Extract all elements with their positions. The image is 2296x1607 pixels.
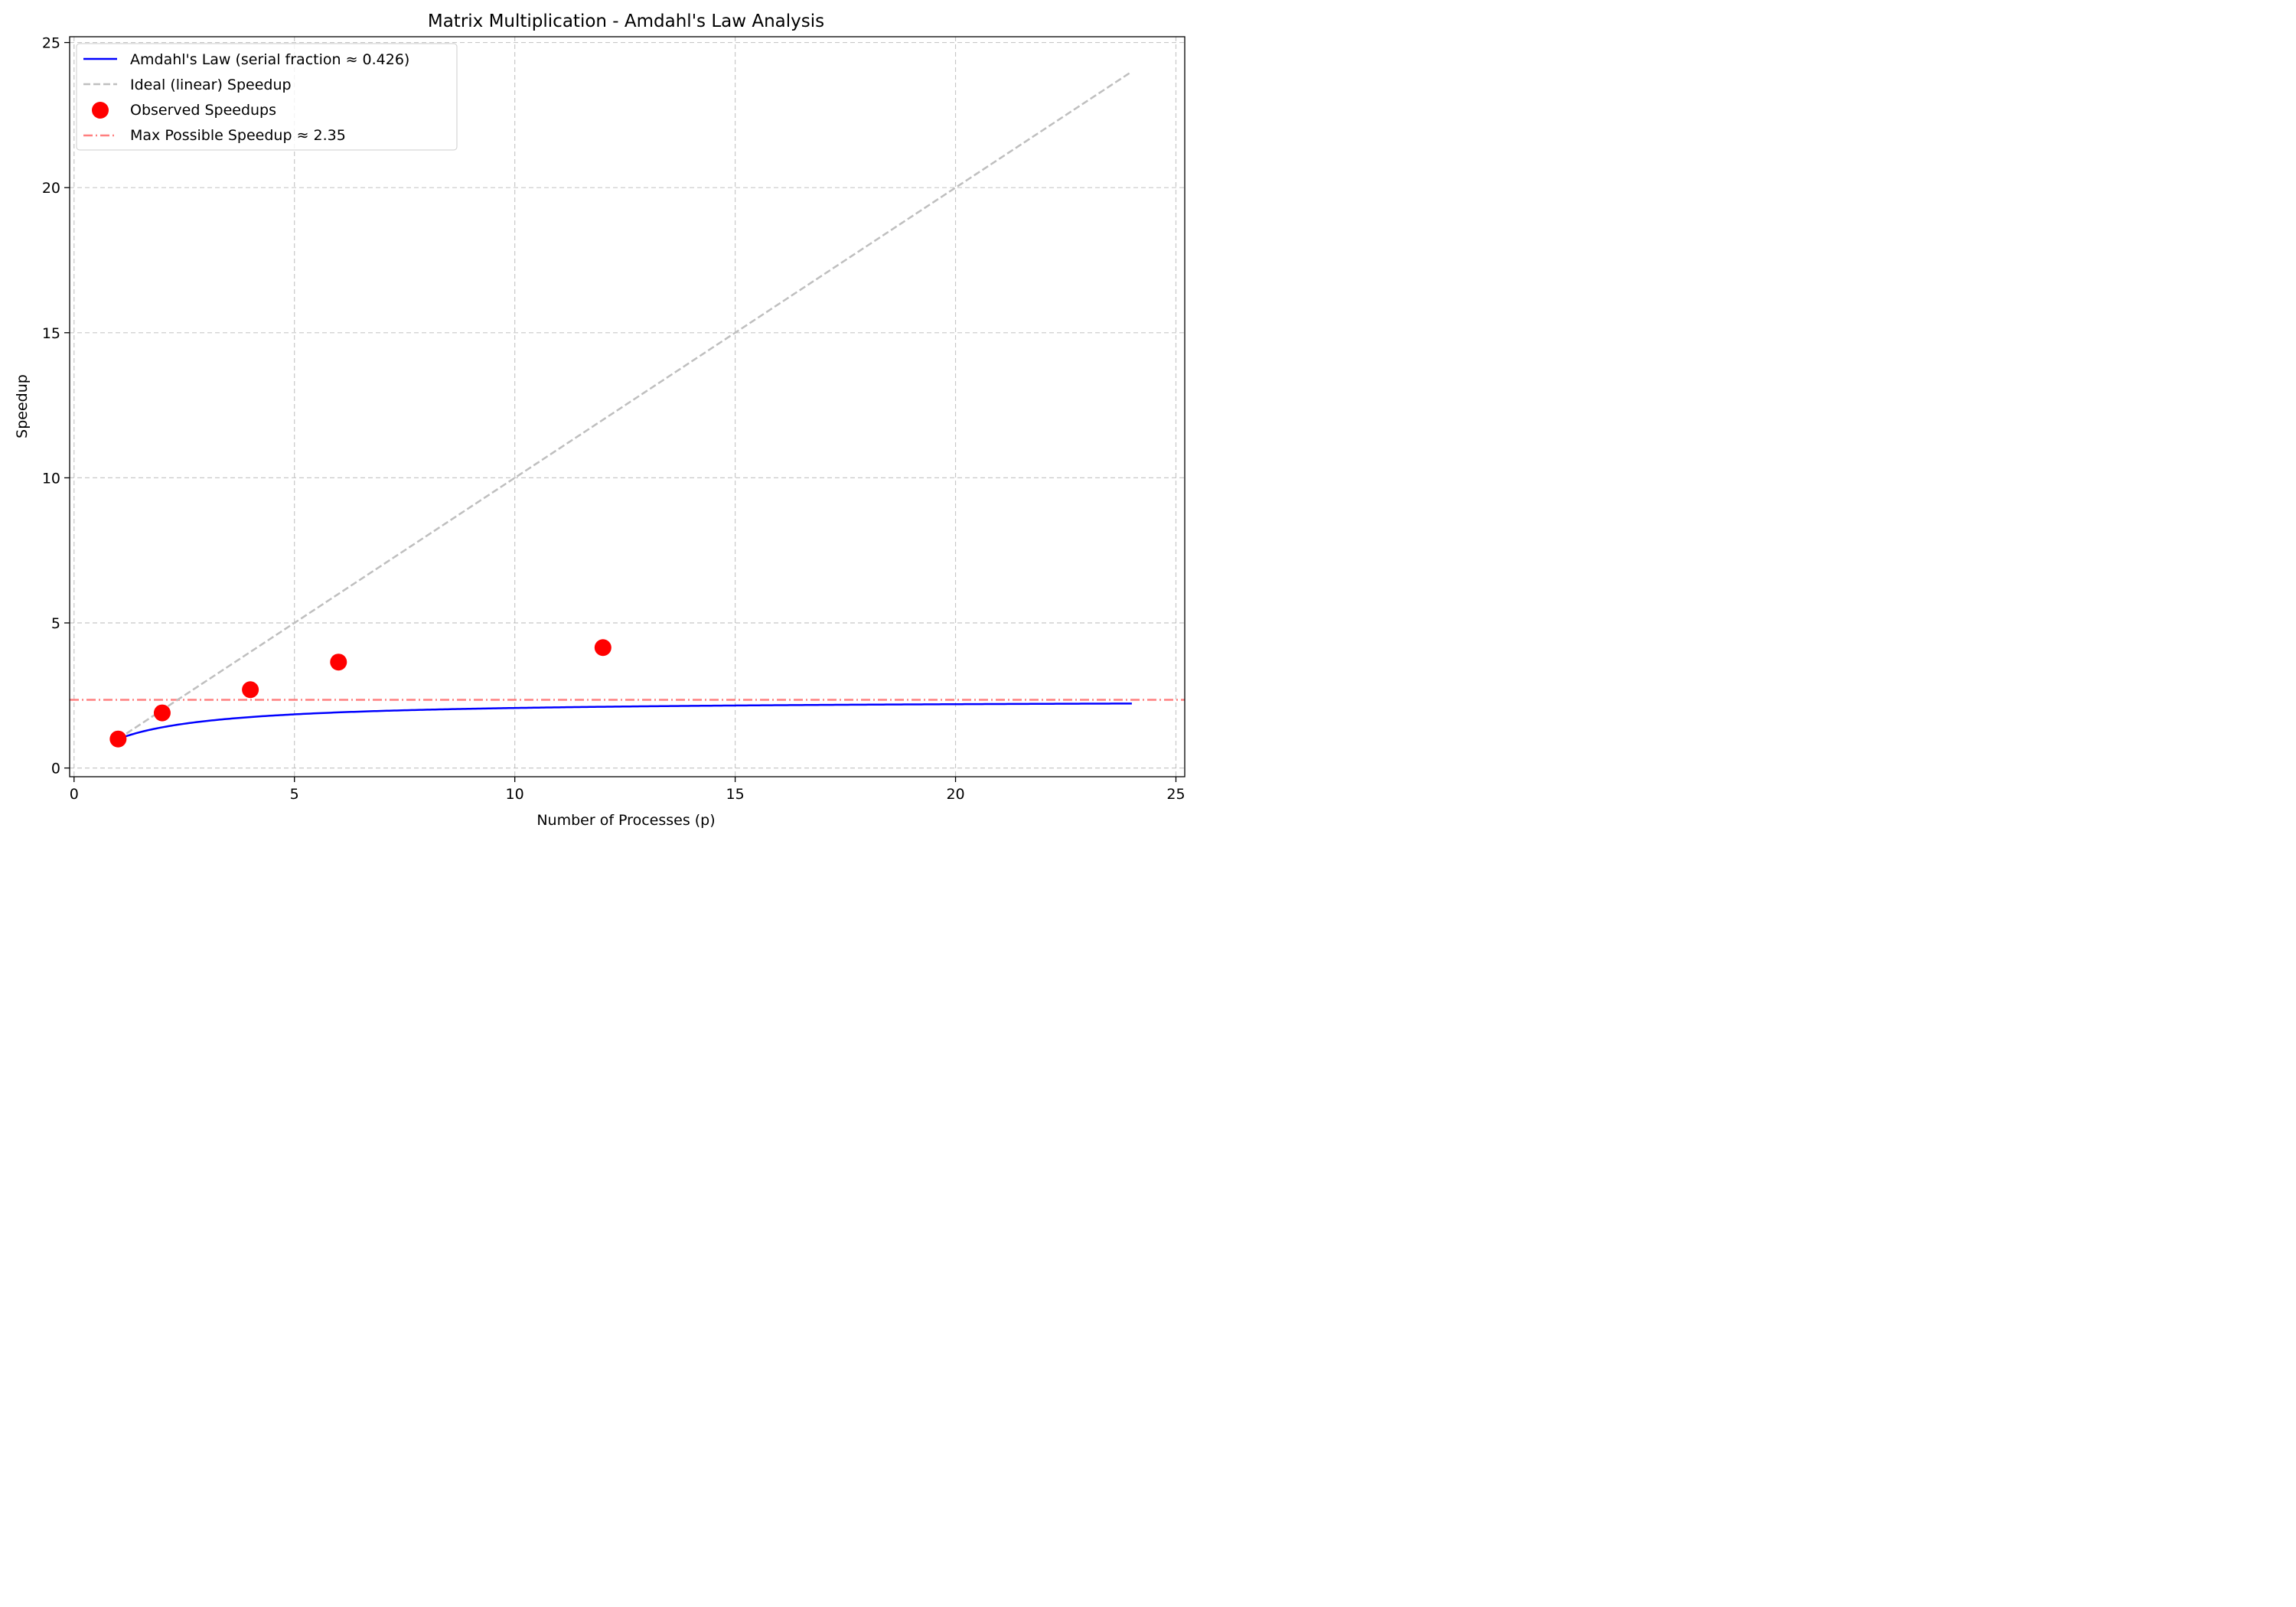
amdahl-curve	[117, 702, 1132, 740]
observed-speedup-point	[330, 654, 347, 671]
x-tick-label: 0	[70, 786, 79, 803]
y-tick-label: 25	[42, 35, 60, 52]
observed-speedup-point	[153, 704, 171, 722]
x-tick-label: 15	[726, 786, 744, 803]
legend-label-max: Max Possible Speedup ≈ 2.35	[130, 127, 346, 144]
legend-box	[76, 43, 458, 151]
y-axis-label: Speedup	[14, 374, 31, 438]
y-tick-label: 0	[51, 761, 60, 777]
y-tick-label: 5	[51, 615, 60, 632]
y-tick-label: 20	[42, 180, 60, 197]
x-tick-label: 5	[290, 786, 299, 803]
legend-label-ideal: Ideal (linear) Speedup	[130, 77, 292, 93]
observed-speedup-point	[109, 730, 127, 748]
legend-label-amdahl: Amdahl's Law (serial fraction ≈ 0.426)	[130, 51, 409, 68]
y-tick-label: 10	[42, 470, 60, 487]
chart-title: Matrix Multiplication - Amdahl's Law Ana…	[428, 11, 824, 31]
x-tick-label: 10	[506, 786, 524, 803]
legend-label-observed: Observed Speedups	[130, 102, 276, 119]
axes-frame	[69, 36, 1186, 777]
plot-area	[70, 70, 1185, 748]
observed-speedup-point	[594, 639, 612, 657]
legend: Amdahl's Law (serial fraction ≈ 0.426) I…	[76, 43, 458, 151]
y-tick-label: 15	[42, 325, 60, 342]
ticks: 0 5 10 15 20 25 0 5 10 15 20 25	[42, 35, 1186, 803]
observed-speedup-point	[242, 681, 259, 699]
chart-svg: Matrix Multiplication - Amdahl's Law Ana…	[14, 11, 1186, 829]
ideal-speedup-line	[117, 70, 1133, 740]
x-axis-label: Number of Processes (p)	[536, 812, 715, 829]
legend-marker-observed	[92, 102, 109, 119]
x-tick-label: 25	[1166, 786, 1185, 803]
x-tick-label: 20	[946, 786, 964, 803]
grid	[70, 37, 1185, 777]
figure: Matrix Multiplication - Amdahl's Law Ana…	[0, 0, 1199, 843]
